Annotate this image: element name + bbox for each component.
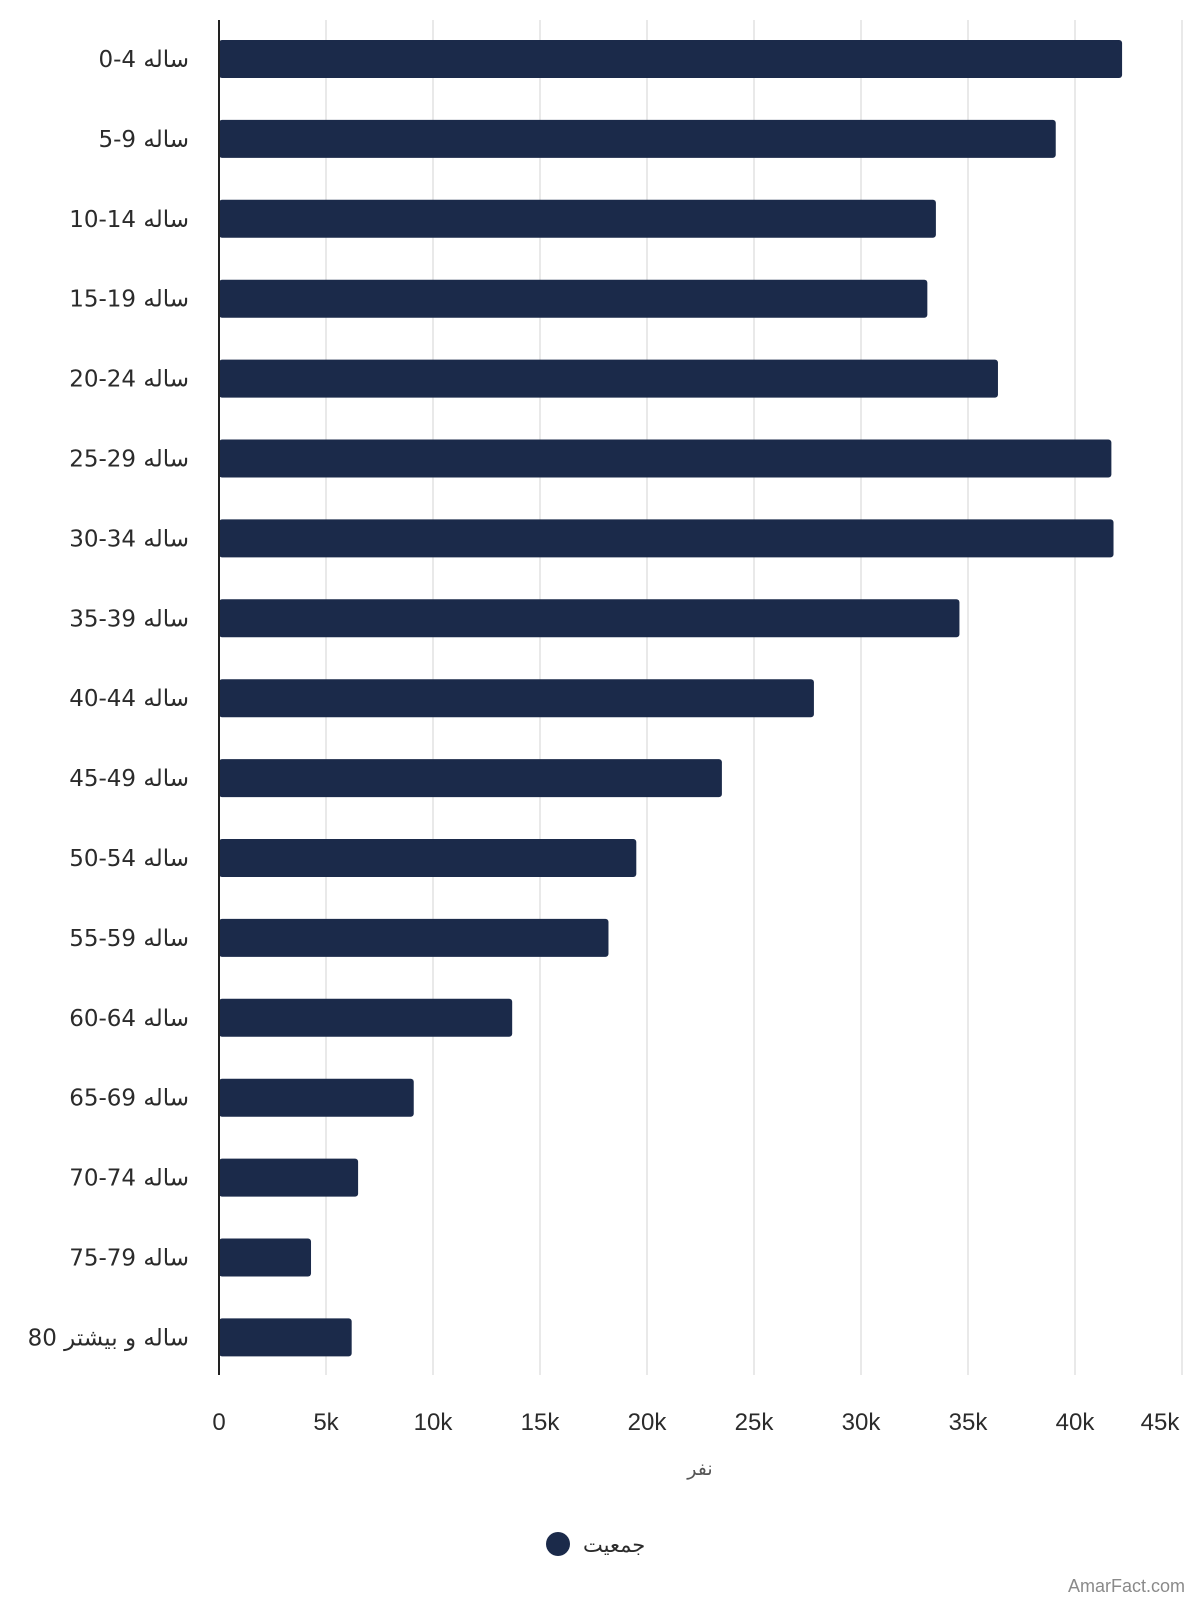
- category-label: 5-9 ساله: [98, 127, 189, 153]
- x-axis-title: نفر: [686, 1458, 712, 1480]
- category-label: 10-14 ساله: [69, 207, 189, 233]
- category-label: 50-54 ساله: [69, 846, 189, 872]
- bar[interactable]: [219, 679, 814, 718]
- category-label: 25-29 ساله: [69, 447, 189, 473]
- bar[interactable]: [219, 199, 936, 238]
- bar[interactable]: [219, 279, 928, 318]
- bar[interactable]: [219, 759, 722, 798]
- bar[interactable]: [219, 599, 960, 638]
- x-tick-label: 30k: [842, 1409, 882, 1436]
- x-tick-label: 35k: [949, 1409, 989, 1436]
- category-label: 30-34 ساله: [69, 526, 189, 552]
- legend-label: جمعیت: [583, 1533, 645, 1557]
- category-label: 15-19 ساله: [69, 287, 189, 313]
- x-tick-label: 20k: [628, 1409, 668, 1436]
- category-label: 80 ساله و بیشتر: [28, 1325, 189, 1351]
- bar[interactable]: [219, 519, 1114, 558]
- category-labels: 0-4 ساله 5-9 ساله 10-14 ساله 15-19 ساله 20-2…: [28, 47, 189, 1351]
- category-label: 35-39 ساله: [69, 606, 189, 632]
- bar[interactable]: [219, 439, 1112, 478]
- bar[interactable]: [219, 359, 998, 398]
- x-tick-label: 0: [212, 1409, 225, 1436]
- category-label: 70-74 ساله: [69, 1166, 189, 1192]
- category-label: 60-64 ساله: [69, 1006, 189, 1032]
- bar[interactable]: [219, 119, 1056, 158]
- bar[interactable]: [219, 1318, 352, 1357]
- bar[interactable]: [219, 839, 637, 877]
- bar[interactable]: [219, 40, 1123, 78]
- bar[interactable]: [219, 918, 609, 957]
- category-label: 0-4 ساله: [98, 47, 189, 73]
- watermark-text: AmarFact.com: [1068, 1576, 1185, 1596]
- category-label: 45-49 ساله: [69, 766, 189, 792]
- legend[interactable]: جمعیت: [546, 1532, 645, 1557]
- x-tick-label: 15k: [521, 1409, 561, 1436]
- x-tick-labels: 0 5k 10k 15k 20k 25k 30k 35k 40k 45k: [212, 1409, 1180, 1436]
- category-label: 20-24 ساله: [69, 367, 189, 393]
- x-tick-label: 5k: [313, 1409, 339, 1436]
- x-tick-label: 25k: [735, 1409, 775, 1436]
- category-label: 65-69 ساله: [69, 1086, 189, 1112]
- x-tick-label: 40k: [1056, 1409, 1096, 1436]
- legend-marker: [546, 1532, 570, 1556]
- category-label: 40-44 ساله: [69, 686, 189, 712]
- category-label: 55-59 ساله: [69, 926, 189, 952]
- bars: [219, 40, 1123, 1357]
- bar[interactable]: [219, 998, 513, 1037]
- category-label: 75-79 ساله: [69, 1246, 189, 1272]
- bar[interactable]: [219, 1238, 312, 1277]
- x-tick-label: 45k: [1141, 1409, 1181, 1436]
- x-tick-label: 10k: [414, 1409, 454, 1436]
- bar[interactable]: [219, 1078, 414, 1117]
- bar[interactable]: [219, 1158, 359, 1197]
